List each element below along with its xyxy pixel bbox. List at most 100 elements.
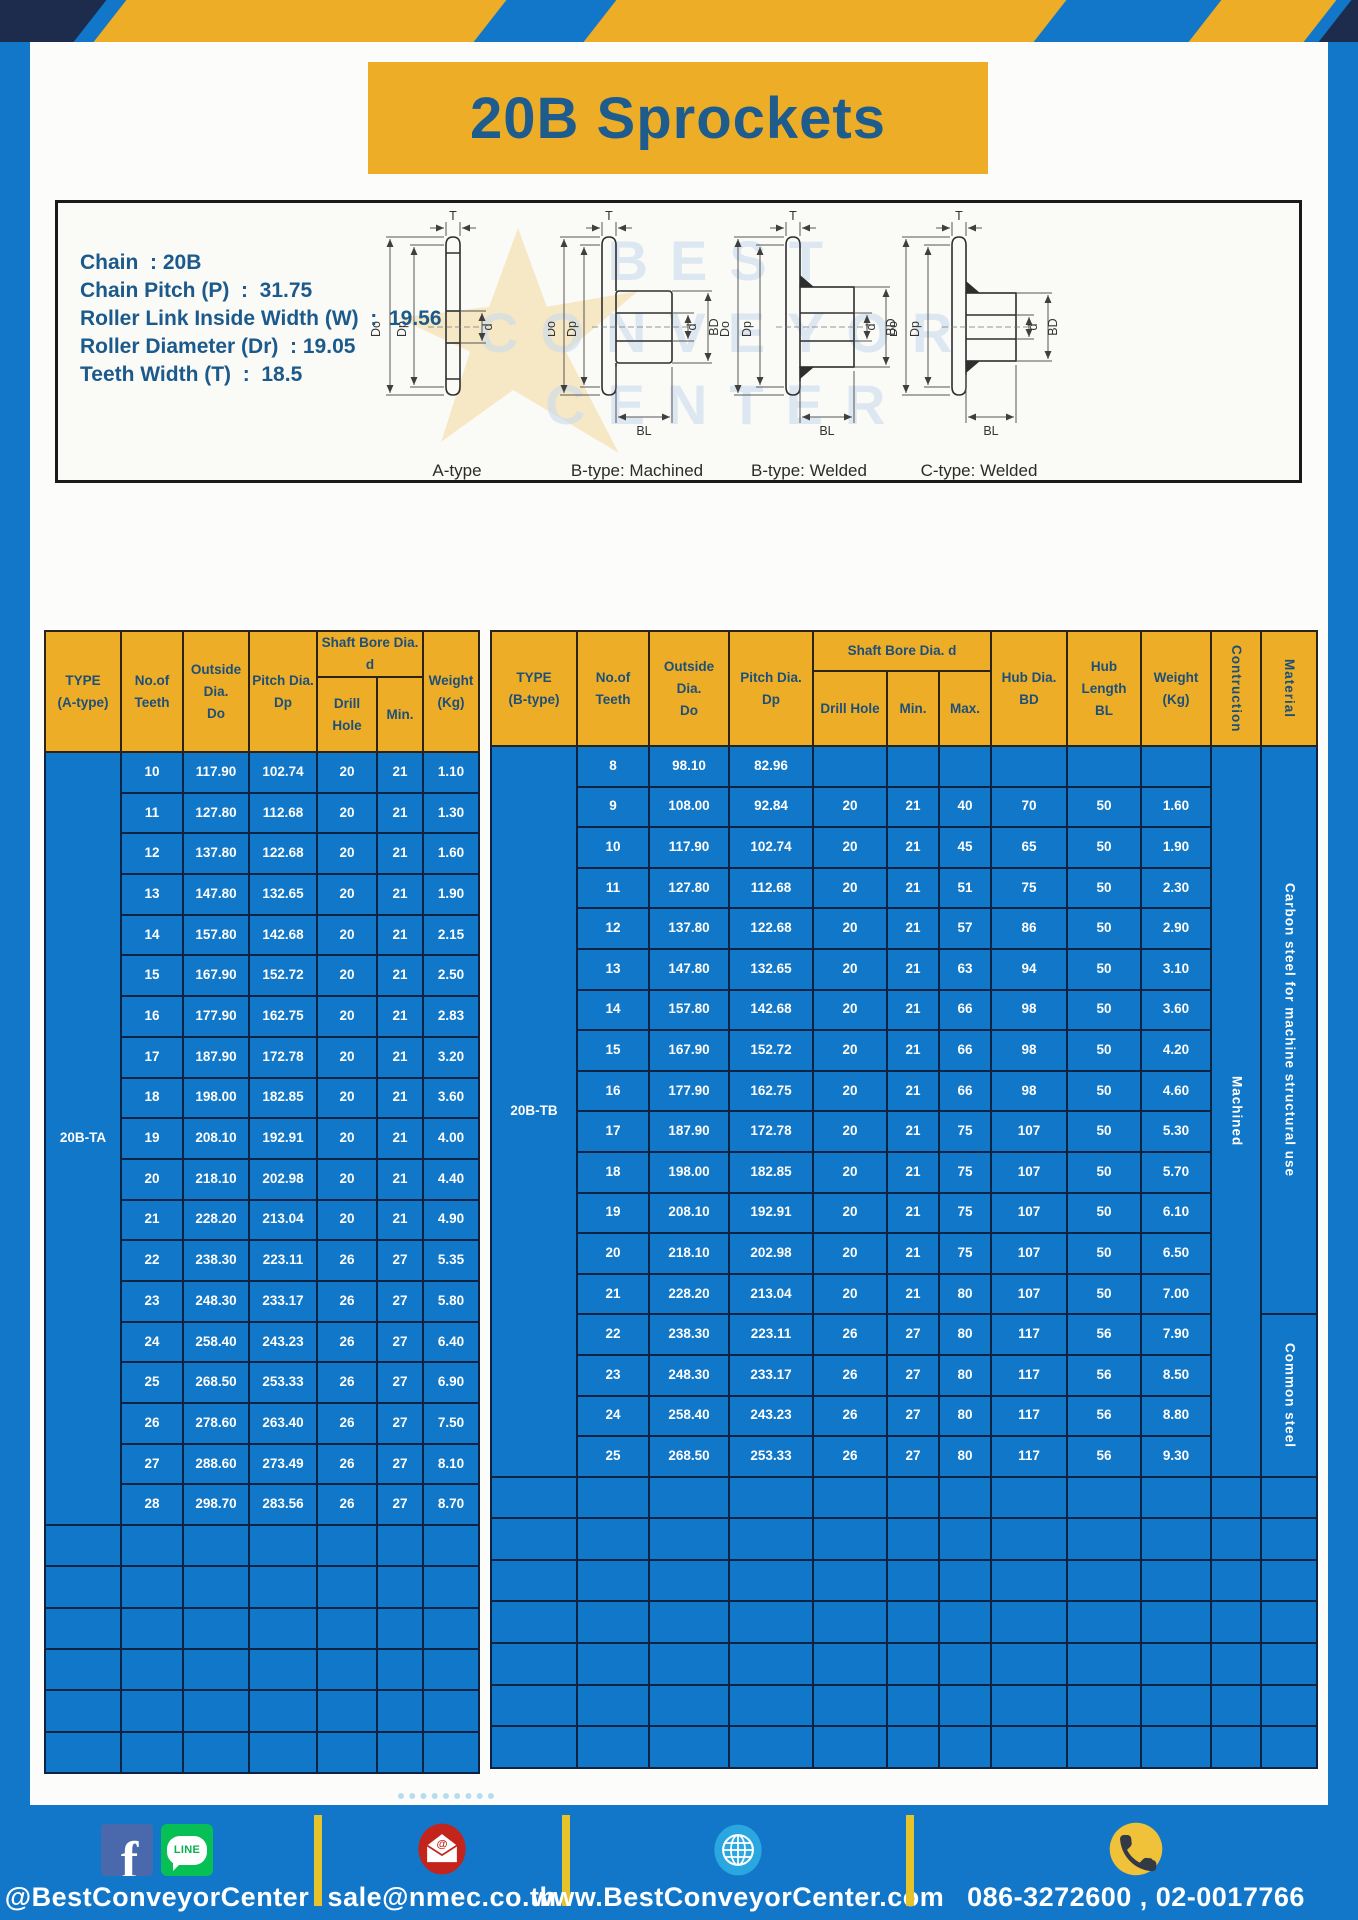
table-cell: 273.49 xyxy=(248,1442,318,1486)
table-cell: 15 xyxy=(120,954,184,998)
table-row: 20B-TB 8 98.10 82.96 Machined Carbon steel fo… xyxy=(490,744,1318,1478)
empty-table-row xyxy=(44,1606,481,1650)
type-label-cell: 20B-TA xyxy=(44,750,122,1527)
table-cell xyxy=(490,1683,578,1728)
table-cell: 20 xyxy=(812,907,888,950)
footer-divider xyxy=(314,1815,322,1906)
table-cell: 26 xyxy=(316,1442,378,1486)
table-cell: 21 xyxy=(886,1069,940,1113)
table-cell: 26 xyxy=(316,1320,378,1364)
table-cell: 5.80 xyxy=(422,1279,481,1323)
table-cell xyxy=(120,1606,184,1650)
table-row: 19 208.10 192.91 20 21 75 107 50 6.10 xyxy=(491,1191,1317,1235)
table-cell xyxy=(812,1642,888,1686)
footer-social-group: f LINE @BestConveyorCenter xyxy=(0,1805,314,1920)
table-row: 17 187.90 172.78 20 21 75 107 50 5.30 xyxy=(491,1110,1317,1153)
table-cell: 27 xyxy=(886,1435,940,1478)
table-cell: 26 xyxy=(812,1394,888,1438)
table-cell: 19 xyxy=(576,1191,650,1235)
facebook-icon: f xyxy=(101,1824,153,1876)
svg-text:Do: Do xyxy=(548,321,558,337)
table-cell: 20 xyxy=(812,1069,888,1113)
spec-diagram-panel: BEST CONVEYOR CENTER Chain : 20B Chain P… xyxy=(55,200,1302,483)
table-cell: 117.90 xyxy=(648,826,730,869)
table-cell xyxy=(938,1642,992,1686)
svg-text:d: d xyxy=(685,323,699,330)
table-cell: 20 xyxy=(316,1076,378,1120)
table-cell: 21 xyxy=(375,995,425,1038)
table-cell xyxy=(990,1600,1068,1645)
diagram-caption: B-type: Welded xyxy=(751,461,867,480)
table-cell: 152.72 xyxy=(728,1029,814,1072)
table-cell: 218.10 xyxy=(182,1157,250,1201)
table-cell: 20 xyxy=(812,866,888,910)
svg-text:T: T xyxy=(449,211,457,223)
title-banner: 20B Sprockets xyxy=(368,62,988,174)
facebook-f: f xyxy=(120,1832,139,1876)
table-cell xyxy=(812,1600,888,1645)
table-cell: 21 xyxy=(375,1035,425,1079)
table-cell: 192.91 xyxy=(728,1191,814,1235)
table-cell xyxy=(886,1725,940,1769)
table-cell: 8 xyxy=(576,745,650,788)
email-address: sale@nmec.co.th xyxy=(327,1882,557,1912)
table-cell: 20 xyxy=(316,751,378,794)
table-cell: 20 xyxy=(576,1232,650,1275)
empty-table-row xyxy=(490,1558,1318,1603)
table-cell: 40 xyxy=(938,785,992,829)
table-cell: 3.60 xyxy=(422,1076,481,1120)
col-header-drill-hole: Drill Hole xyxy=(812,670,888,747)
table-cell: 26 xyxy=(316,1239,378,1282)
table-cell: 137.80 xyxy=(648,907,730,950)
table-cell xyxy=(990,1683,1068,1728)
sprocket-diagram-b-type-welded: T Do Dp d BD BL B-type: Welded xyxy=(720,211,898,483)
table-row: 10 117.90 102.74 20 21 45 65 50 1.90 xyxy=(491,826,1317,869)
table-cell: 142.68 xyxy=(728,988,814,1032)
table-cell xyxy=(576,1600,650,1645)
table-cell xyxy=(1066,1600,1142,1645)
table-cell: 137.80 xyxy=(182,832,250,876)
hazard-stripe xyxy=(578,0,1072,42)
table-cell: 21 xyxy=(375,751,425,794)
col-header-shaft-bore: Shaft Bore Dia. d xyxy=(315,630,425,678)
table-row: 16 177.90 162.75 20 21 2.83 xyxy=(45,995,481,1038)
table-cell: 157.80 xyxy=(182,913,250,957)
table-cell: 26 xyxy=(120,1402,184,1445)
c-type-welded-drawing: T Do Dp d BD BL xyxy=(890,211,1060,438)
table-row: 23 248.30 233.17 26 27 5.80 xyxy=(45,1279,481,1323)
empty-table-row xyxy=(490,1475,1318,1520)
table-cell: 7.00 xyxy=(1140,1272,1212,1316)
svg-text:BD: BD xyxy=(1046,318,1060,335)
table-cell xyxy=(990,1517,1068,1561)
table-cell: 258.40 xyxy=(182,1320,250,1364)
svg-text:BD: BD xyxy=(707,318,721,335)
table-cell: 14 xyxy=(576,988,650,1032)
table-cell: 27 xyxy=(886,1394,940,1438)
table-cell: 21 xyxy=(886,1272,940,1316)
table-cell xyxy=(182,1730,250,1774)
table-cell: 63 xyxy=(938,947,992,991)
col-header-material: Material xyxy=(1260,630,1318,747)
svg-text:d: d xyxy=(481,323,495,330)
table-cell xyxy=(576,1642,650,1686)
col-header-outside-dia: Outside Dia. Do xyxy=(182,630,250,753)
table-cell: 27 xyxy=(375,1483,425,1527)
col-header-construction: Contruction xyxy=(1210,630,1262,747)
table-cell xyxy=(648,1683,730,1728)
table-cell: 283.56 xyxy=(248,1483,318,1527)
table-cell: 20 xyxy=(812,1029,888,1072)
table-cell xyxy=(886,1517,940,1561)
table-cell xyxy=(728,1517,814,1561)
table-cell: 142.68 xyxy=(248,913,318,957)
table-cell: 198.00 xyxy=(648,1150,730,1194)
table-row: 26 278.60 263.40 26 27 7.50 xyxy=(45,1402,481,1445)
table-cell xyxy=(316,1565,378,1609)
table-row: 25 268.50 253.33 26 27 6.90 xyxy=(45,1361,481,1404)
table-cell: 228.20 xyxy=(182,1198,250,1242)
social-handle: @BestConveyorCenter xyxy=(4,1882,310,1912)
table-cell: 10 xyxy=(576,826,650,869)
line-label: LINE xyxy=(173,1844,201,1856)
table-cell xyxy=(812,1683,888,1728)
table-cell: 2.15 xyxy=(422,913,481,957)
table-cell xyxy=(422,1606,481,1650)
